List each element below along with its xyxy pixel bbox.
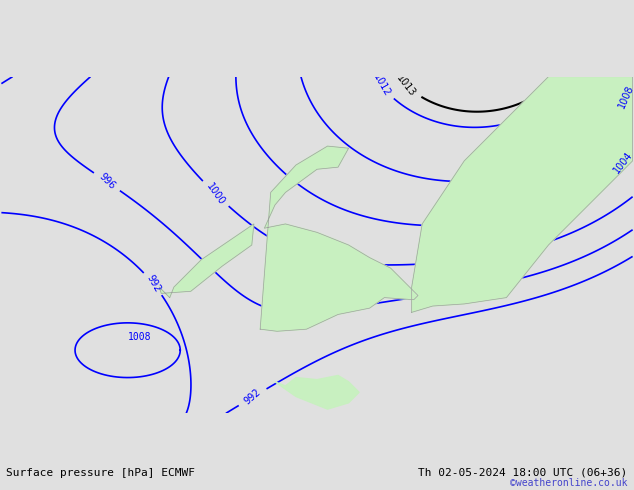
Polygon shape [159, 224, 254, 297]
Text: Th 02-05-2024 18:00 UTC (06+36): Th 02-05-2024 18:00 UTC (06+36) [418, 468, 628, 478]
Text: 992: 992 [145, 273, 162, 294]
Text: 1004: 1004 [612, 149, 634, 175]
Polygon shape [275, 375, 359, 409]
Text: ©weatheronline.co.uk: ©weatheronline.co.uk [510, 478, 628, 488]
Text: 996: 996 [97, 172, 117, 192]
Text: 1012: 1012 [371, 73, 392, 99]
Text: Surface pressure [hPa] ECMWF: Surface pressure [hPa] ECMWF [6, 468, 195, 478]
Text: 1013: 1013 [395, 73, 418, 98]
Text: 1000: 1000 [204, 181, 226, 207]
Polygon shape [260, 146, 418, 331]
Polygon shape [411, 76, 633, 312]
Text: 1008: 1008 [617, 84, 634, 110]
Text: 1008: 1008 [127, 332, 151, 342]
Text: 992: 992 [242, 388, 263, 407]
Polygon shape [485, 76, 633, 161]
